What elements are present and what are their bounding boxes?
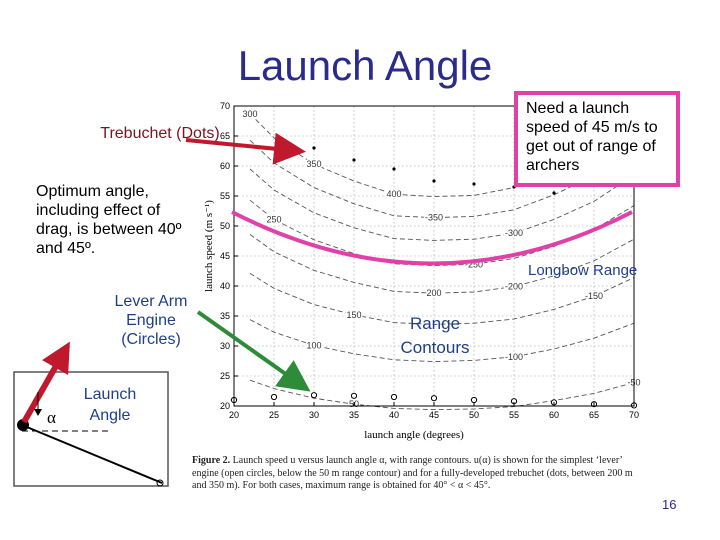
trebuchet-data-point — [432, 179, 436, 183]
x-tick-label: 35 — [349, 410, 359, 420]
figure-caption: Figure 2. Launch speed u versus launch a… — [192, 455, 646, 493]
y-tick-label: 45 — [220, 251, 230, 261]
launch-speed-note: Need a launch speed of 45 m/s to get out… — [514, 91, 680, 187]
x-tick-label: 45 — [429, 410, 439, 420]
contour-label: 350 — [306, 159, 321, 169]
contour-label: 250 — [266, 214, 281, 224]
contour-label: 100 — [306, 340, 321, 350]
contour-label: 300 — [242, 109, 257, 119]
contour-label: 400 — [386, 189, 401, 199]
y-tick-label: 65 — [220, 131, 230, 141]
x-tick-label: 50 — [469, 410, 479, 420]
lever-data-point — [430, 395, 438, 402]
pivot-icon — [17, 419, 29, 431]
contour-label: -350 — [425, 213, 443, 223]
x-tick-label: 25 — [269, 410, 279, 420]
y-tick-label: 30 — [220, 341, 230, 351]
lever-arm-callout: Lever Arm Engine (Circles) — [114, 293, 188, 348]
lever-data-point — [470, 396, 478, 404]
range-contour — [249, 273, 635, 325]
trebuchet-data-point — [472, 182, 476, 186]
lever-data-point — [390, 393, 398, 401]
page-number: 16 — [662, 497, 677, 512]
lever-data-point — [310, 392, 318, 399]
contour-label: 150 — [346, 310, 361, 320]
y-tick-label: 70 — [220, 101, 230, 111]
x-tick-label: 20 — [229, 410, 239, 420]
contour-label: -100 — [505, 352, 523, 362]
trebuchet-data-point — [312, 146, 316, 150]
x-tick-label: 55 — [509, 410, 519, 420]
trebuchet-data-point — [552, 191, 556, 195]
x-tick-label: 30 — [309, 410, 319, 420]
y-tick-label: 60 — [220, 161, 230, 171]
range-contours-label: Range Contours — [400, 314, 470, 357]
y-axis-label: launch speed (m s⁻¹) — [203, 200, 215, 292]
y-tick-label: 55 — [220, 191, 230, 201]
trebuchet-data-point — [392, 167, 396, 171]
contour-label: -200 — [505, 282, 523, 292]
range-contour — [249, 139, 635, 219]
x-tick-label: 60 — [549, 410, 559, 420]
lever-data-point — [350, 392, 358, 399]
y-tick-label: 50 — [220, 221, 230, 231]
x-tick-label: 40 — [389, 410, 399, 420]
slide-title: Launch Angle — [237, 42, 493, 89]
contour-label: -300 — [505, 228, 523, 238]
range-contour — [249, 379, 635, 411]
x-tick-label: 70 — [629, 410, 639, 420]
contour-label: 200 — [426, 288, 441, 298]
alpha-symbol: α — [47, 408, 56, 427]
y-tick-label: 25 — [220, 371, 230, 381]
caption-label: Figure 2. — [192, 455, 231, 466]
chart-axes: 20 25 30 35 40 45 50 55 60 65 70 20 25 30 35 40 45 50 55 60… — [203, 101, 639, 441]
launch-angle-label: Launch Angle — [83, 386, 137, 424]
y-tick-label: 40 — [220, 281, 230, 291]
caption-text: Launch speed u versus launch angle α, wi… — [192, 455, 633, 491]
contour-label: -250 — [465, 259, 483, 269]
optimum-angle-note: Optimum angle, including effect of drag,… — [36, 183, 182, 257]
contour-label: -150 — [585, 291, 603, 301]
y-tick-label: 35 — [220, 311, 230, 321]
longbow-range-label: Longbow Range — [528, 262, 638, 279]
x-axis-label: launch angle (degrees) — [364, 429, 464, 441]
y-tick-label: 20 — [220, 401, 230, 411]
trebuchet-data-point — [352, 158, 356, 162]
x-tick-label: 65 — [589, 410, 599, 420]
trebuchet-callout: Trebuchet (Dots) — [100, 125, 220, 142]
launch-direction-arrow — [21, 341, 70, 424]
lever-data-point — [270, 393, 278, 401]
